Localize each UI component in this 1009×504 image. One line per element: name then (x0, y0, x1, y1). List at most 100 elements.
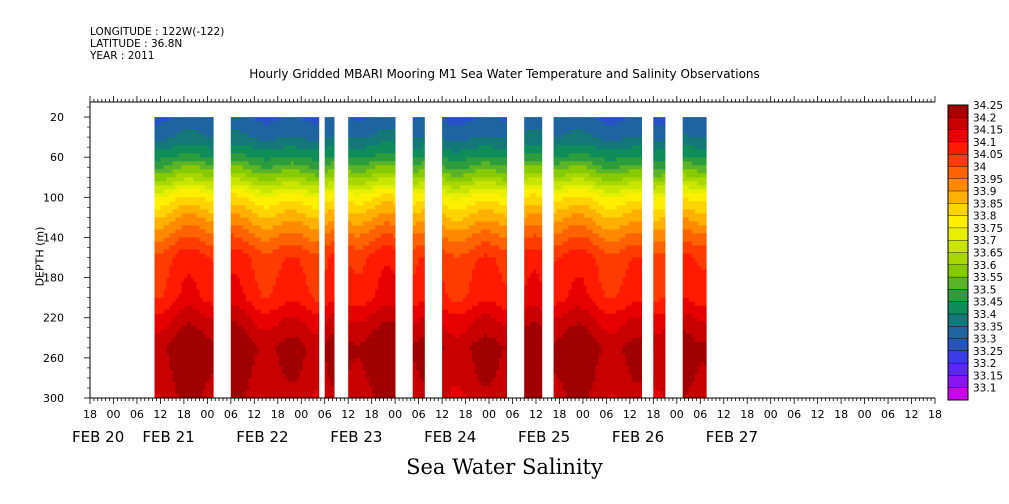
colorbar-label: 33.85 (973, 198, 1003, 210)
axes: 18 00 06 12 18 00 06 12 18 00 06 12 18 00 06 12 18 00 06 12… (43, 96, 942, 446)
colorbar-frame (947, 104, 969, 401)
x-tick-label: 00 (200, 408, 214, 421)
y-tick-label: 180 (43, 272, 64, 285)
x-tick-label: 06 (224, 408, 238, 421)
colorbar-label: 33.6 (973, 260, 997, 272)
plot-area (154, 117, 707, 399)
colorbar-label: 33.15 (973, 370, 1003, 382)
year-label: YEAR : 2011 (90, 50, 155, 62)
colorbar-swatch (947, 350, 969, 364)
data-segment (348, 117, 396, 399)
x-tick-label: 00 (388, 408, 402, 421)
colorbar: 34.2534.234.1534.134.053433.9533.933.853… (947, 100, 1003, 401)
colorbar-swatch (947, 375, 969, 389)
x-tick-label: 06 (787, 408, 801, 421)
x-tick-label: 06 (881, 408, 895, 421)
chart-title: Hourly Gridded MBARI Mooring M1 Sea Wate… (249, 67, 760, 81)
x-tick-label: 18 (740, 408, 754, 421)
x-tick-label: 18 (646, 408, 660, 421)
x-tick-label: 12 (905, 408, 919, 421)
latitude-label: LATITUDE : 36.8N (90, 38, 183, 50)
x-tick-label: 06 (599, 408, 613, 421)
data-segment (553, 117, 642, 399)
x-tick-label: 00 (858, 408, 872, 421)
x-tick-label: 18 (177, 408, 191, 421)
data-segment (154, 117, 214, 399)
date-label: FEB 21 (142, 428, 194, 446)
date-label: FEB 23 (330, 428, 382, 446)
y-tick-label: 300 (43, 392, 64, 405)
data-segment (412, 117, 425, 399)
colorbar-swatch (947, 141, 969, 155)
colorbar-swatch (947, 326, 969, 340)
x-tick-label: 12 (717, 408, 731, 421)
date-label: FEB 26 (612, 428, 664, 446)
colorbar-swatch (947, 252, 969, 266)
colorbar-label: 33.7 (973, 235, 996, 247)
colorbar-label: 33.3 (973, 334, 996, 346)
colorbar-label: 33.5 (973, 284, 996, 296)
x-tick-label: 00 (294, 408, 308, 421)
y-tick-label: 100 (43, 191, 64, 204)
x-tick-label: 18 (552, 408, 566, 421)
x-tick-label: 12 (247, 408, 261, 421)
colorbar-label: 33.35 (973, 321, 1003, 333)
colorbar-swatch (947, 153, 969, 167)
y-tick-label: 140 (43, 231, 64, 244)
data-segment (442, 117, 507, 399)
colorbar-label: 34.2 (973, 112, 996, 124)
longitude-label: LONGITUDE : 122W(-122) (90, 26, 225, 38)
colorbar-label: 34 (973, 162, 987, 174)
date-label: FEB 24 (424, 428, 476, 446)
colorbar-swatch (947, 301, 969, 315)
colorbar-swatch (947, 264, 969, 278)
x-tick-label: 06 (318, 408, 332, 421)
x-tick-label: 06 (412, 408, 426, 421)
colorbar-swatch (947, 227, 969, 241)
x-tick-label: 12 (529, 408, 543, 421)
colorbar-swatch (947, 178, 969, 192)
y-tick-label: 20 (50, 111, 64, 124)
x-tick-label: 00 (482, 408, 496, 421)
colorbar-label: 33.25 (973, 346, 1003, 358)
colorbar-label: 33.55 (973, 272, 1003, 284)
x-tick-label: 12 (341, 408, 355, 421)
x-tick-label: 06 (693, 408, 707, 421)
x-tick-label: 12 (811, 408, 825, 421)
colorbar-swatch (947, 117, 969, 131)
x-tick-label: 18 (459, 408, 473, 421)
colorbar-label: 33.65 (973, 248, 1003, 260)
colorbar-swatch (947, 215, 969, 229)
x-tick-label: 00 (106, 408, 120, 421)
colorbar-label: 33.2 (973, 358, 996, 370)
colorbar-label: 33.75 (973, 223, 1003, 235)
x-tick-label: 00 (576, 408, 590, 421)
x-tick-label: 12 (153, 408, 167, 421)
colorbar-label: 34.15 (973, 125, 1003, 137)
data-segment (682, 117, 707, 399)
colorbar-swatch (947, 104, 969, 118)
colorbar-swatch (947, 362, 969, 376)
colorbar-swatch (947, 338, 969, 352)
date-label: FEB 22 (236, 428, 288, 446)
data-segment (653, 117, 666, 399)
colorbar-label: 33.8 (973, 211, 996, 223)
colorbar-swatch (947, 129, 969, 143)
x-tick-label: 18 (365, 408, 379, 421)
colorbar-swatch (947, 190, 969, 204)
colorbar-label: 34.05 (973, 149, 1003, 161)
colorbar-swatch (947, 166, 969, 180)
x-tick-label: 18 (83, 408, 97, 421)
x-tick-label: 06 (506, 408, 520, 421)
data-segment (230, 117, 320, 399)
data-segment (324, 117, 335, 399)
x-tick-label: 18 (928, 408, 942, 421)
y-tick-label: 220 (43, 312, 64, 325)
colorbar-label: 33.95 (973, 174, 1003, 186)
x-tick-label: 18 (834, 408, 848, 421)
date-label: FEB 25 (518, 428, 570, 446)
colorbar-swatch (947, 289, 969, 303)
x-tick-label: 00 (670, 408, 684, 421)
x-tick-label: 12 (623, 408, 637, 421)
